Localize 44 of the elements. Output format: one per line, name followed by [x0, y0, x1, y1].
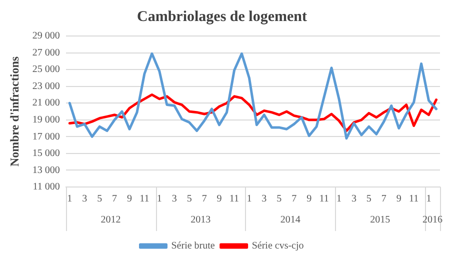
y-tick-label: 21 000 [32, 98, 60, 109]
x-tick-label: 11 [229, 194, 240, 205]
x-tick-label: 11 [140, 194, 150, 205]
legend-label: Série brute [171, 240, 216, 252]
x-tick-label: 7 [292, 194, 297, 205]
text: 2016 [422, 214, 443, 226]
x-tick-label: 1 [156, 194, 162, 205]
y-tick-label: 13 000 [32, 164, 60, 176]
y-tick-label: 27 000 [32, 47, 60, 58]
y-axis-title: Nombre d'infractions [7, 56, 22, 167]
y-tick-label: 15 000 [32, 148, 60, 160]
y-tick-label: 29 000 [32, 30, 60, 42]
y-tick-label: 17 000 [32, 131, 60, 142]
legend-label: Série cvs-cjo [252, 240, 304, 252]
x-tick-label: 1 [336, 194, 342, 205]
x-tick-label: 5 [276, 194, 282, 205]
x-tick-label: 9 [126, 194, 132, 205]
x-tick-label: 9 [306, 194, 312, 205]
x-tick-label: 1 [246, 194, 252, 205]
y-tick-label: 23 000 [32, 80, 60, 92]
x-tick-label: 1 [426, 194, 432, 205]
text: 2013 [190, 214, 211, 226]
x-tick-label: 7 [202, 194, 207, 205]
text: 2015 [370, 214, 390, 226]
x-tick-label: 3 [82, 194, 88, 205]
x-tick-label: 7 [112, 194, 118, 205]
x-tick-label: 11 [319, 194, 329, 205]
x-tick-label: 5 [186, 194, 192, 205]
x-tick-label: 1 [67, 194, 72, 205]
text: 2012 [100, 214, 121, 226]
y-tick-label: 25 000 [32, 64, 60, 76]
text: 2014 [280, 214, 300, 226]
chart-title: Cambriolages de logement [137, 8, 307, 25]
x-tick-label: 3 [172, 194, 177, 205]
x-tick-label: 7 [381, 194, 386, 205]
x-tick-label: 3 [351, 194, 356, 205]
y-tick-label: 19 000 [32, 114, 60, 126]
x-tick-label: 5 [97, 194, 102, 205]
y-tick-label: 11 000 [32, 182, 60, 193]
x-tick-label: 11 [408, 194, 419, 205]
x-tick-label: 9 [216, 194, 222, 205]
x-tick-label: 9 [396, 194, 402, 205]
x-tick-label: 3 [262, 194, 267, 205]
x-tick-label: 5 [366, 194, 372, 205]
